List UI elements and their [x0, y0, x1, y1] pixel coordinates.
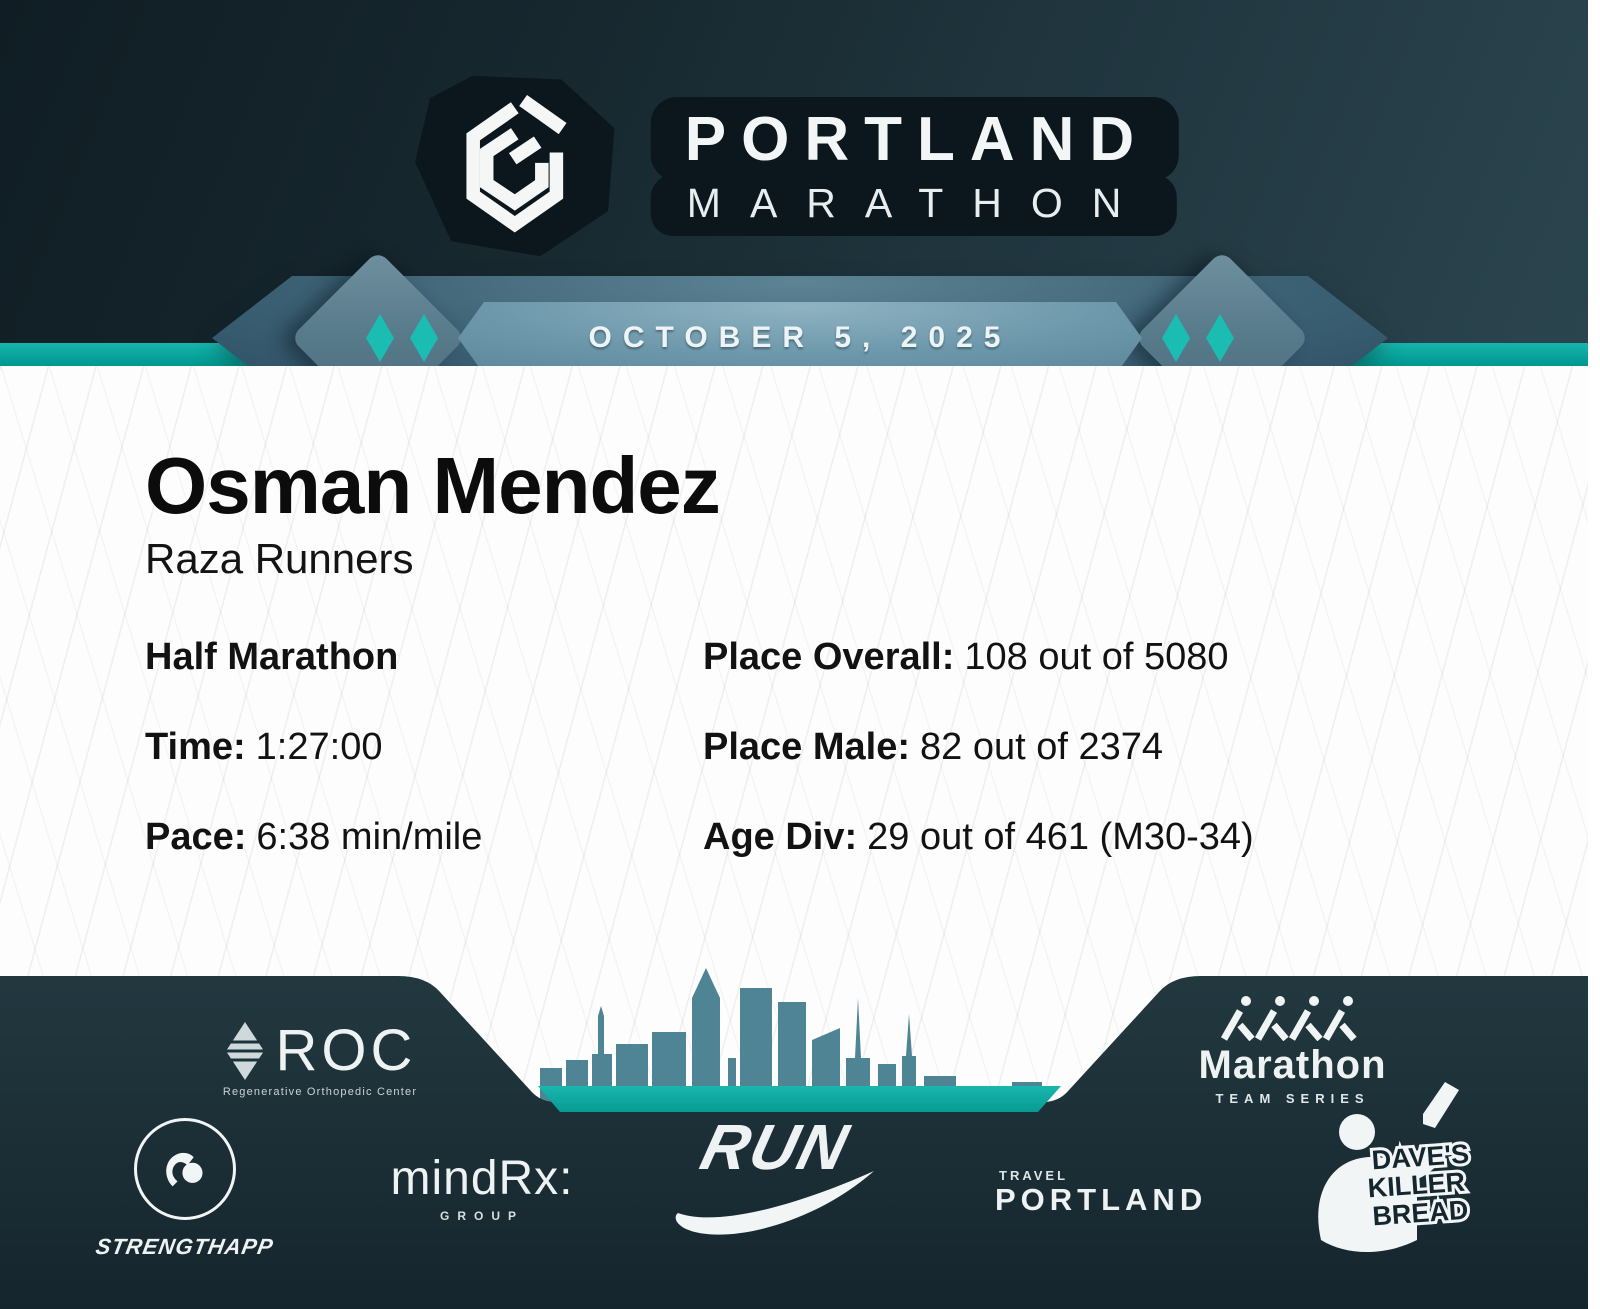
stat-pace-label: Pace: — [145, 816, 247, 858]
sponsor-nike-run-label: RUN — [693, 1111, 857, 1183]
event-logo-title: PORTLAND — [650, 96, 1180, 181]
stat-place-male-value: 82 out of 2374 — [920, 726, 1163, 768]
daves-killer-bread-figure-icon: DAVE'S KILLER BREAD — [1318, 1082, 1473, 1252]
stat-pace: Pace: 6:38 min/mile — [145, 816, 482, 860]
event-logo-subtitle: MARATHON — [650, 174, 1177, 236]
sponsor-mindrx: mindRx: GROUP — [372, 1152, 592, 1224]
stat-place-overall-value: 108 out of 5080 — [964, 636, 1229, 678]
sponsor-mindrx-name: mindRx: — [390, 1152, 574, 1205]
teal-divider-strip — [0, 343, 1588, 366]
sponsor-daves-killer-bread: DAVE'S KILLER BREAD — [1290, 1080, 1500, 1270]
event-logo-text: PORTLAND MARATHON — [650, 96, 1180, 236]
sponsor-roc-name: ROC — [275, 1018, 417, 1083]
sponsor-dkb-line3: BREAD — [1371, 1195, 1469, 1232]
event-logo: PORTLAND MARATHON — [409, 72, 1180, 260]
sponsor-strengthapp: STRENGTHAPP — [94, 1118, 276, 1260]
sponsor-roc-tagline: Regenerative Orthopedic Center — [222, 1086, 418, 1098]
footer-shape — [0, 968, 1588, 1309]
city-skyline-graphic — [540, 968, 1042, 1102]
sponsor-strengthapp-name: STRENGTHAPP — [94, 1234, 276, 1259]
stat-place-overall-label: Place Overall: — [703, 636, 955, 678]
sponsor-marathon-team-series: Marathon TEAM SERIES — [1185, 995, 1400, 1106]
roc-diamond-icon — [225, 1022, 264, 1080]
stat-place-male-label: Place Male: — [703, 726, 910, 768]
sponsor-travel-portland-name: PORTLAND — [995, 1182, 1208, 1217]
sponsor-mts-name: Marathon — [1198, 1043, 1387, 1087]
sponsor-travel-portland: TRAVEL PORTLAND — [995, 1168, 1235, 1217]
stat-pace-value: 6:38 min/mile — [256, 816, 483, 858]
sponsor-roc: ROC Regenerative Orthopedic Center — [200, 1018, 440, 1099]
swoosh-icon — [675, 1171, 874, 1235]
stat-age-div: Age Div: 29 out of 461 (M30-34) — [703, 816, 1254, 860]
stat-age-div-label: Age Div: — [703, 816, 858, 858]
sponsor-travel-portland-top: TRAVEL — [999, 1168, 1069, 1183]
stat-age-div-value: 29 out of 461 (M30-34) — [867, 816, 1254, 858]
runner-team: Raza Runners — [145, 535, 414, 582]
stat-time-value: 1:27:00 — [255, 726, 383, 768]
portland-marathon-hex-spiral-icon — [415, 75, 615, 257]
stat-race: Half Marathon — [145, 636, 408, 680]
stat-place-male: Place Male: 82 out of 2374 — [703, 726, 1163, 770]
runner-name: Osman Mendez — [145, 441, 721, 530]
bicep-circle-icon — [134, 1118, 236, 1220]
teal-river-strip — [538, 1086, 1061, 1112]
sponsor-mts-sub: TEAM SERIES — [1215, 1091, 1370, 1106]
stat-time-label: Time: — [145, 726, 246, 768]
sponsor-mindrx-sub: GROUP — [439, 1209, 524, 1223]
hero-header: PORTLAND MARATHON — [0, 0, 1588, 366]
sponsor-nike-run: RUN — [655, 1111, 895, 1239]
stat-race-label: Half Marathon — [145, 636, 399, 678]
stat-place-overall: Place Overall: 108 out of 5080 — [703, 636, 1229, 680]
zigzag-runners-icon — [1220, 996, 1357, 1041]
stat-time: Time: 1:27:00 — [145, 726, 382, 770]
sponsor-footer: ROC Regenerative Orthopedic Center Marat… — [0, 940, 1588, 1309]
